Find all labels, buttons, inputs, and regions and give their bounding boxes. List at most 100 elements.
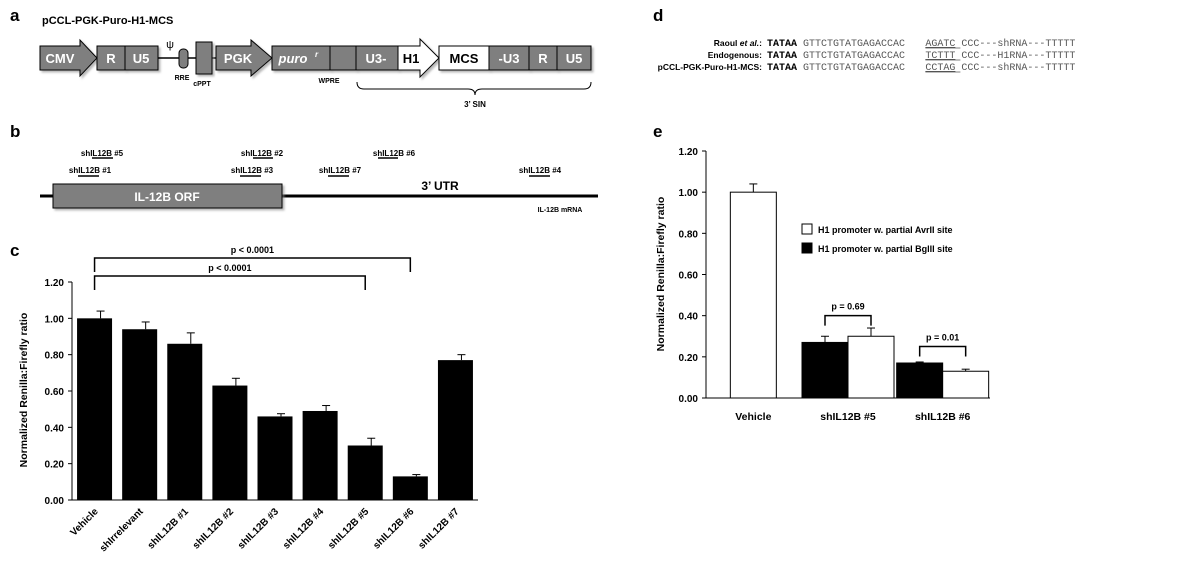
h1-arrow xyxy=(397,37,440,79)
shrna-label-2: shIL12B #2 xyxy=(241,149,284,158)
chart-c-category-label: shIL12B #4 xyxy=(281,506,326,551)
chart-c-category-label: shIL12B #1 xyxy=(146,506,191,551)
rre-label: RRE xyxy=(175,75,190,82)
rre-element xyxy=(178,48,189,69)
mrna-label: IL-12B mRNA xyxy=(538,207,583,214)
chart-e-bar xyxy=(942,370,990,399)
seq-tata-box: TATAA xyxy=(767,63,797,74)
chart-e-legend-swatch xyxy=(801,242,813,254)
chart-c-significance-bracket xyxy=(93,257,412,272)
chart-c-bar xyxy=(167,343,203,500)
chart-e-category-label: shIL12B #5 xyxy=(820,411,876,423)
chart-c-pvalue: p < 0.0001 xyxy=(231,245,274,255)
chart-c-ytick-label: 0.40 xyxy=(45,423,65,434)
cppt-element xyxy=(195,41,213,75)
h1-label: H1 xyxy=(403,51,420,66)
pgk-label: PGK xyxy=(224,51,253,66)
seq-middle: GTTCTGTATGAGACCAC xyxy=(803,63,905,74)
seq-middle: GTTCTGTATGAGACCAC xyxy=(803,51,905,62)
chart-c-bar xyxy=(347,445,383,500)
chart-c-ytick-label: 0.60 xyxy=(45,387,65,398)
chart-e-ytick-label: 0.80 xyxy=(679,229,699,240)
chart-e-category-label: shIL12B #6 xyxy=(915,411,971,423)
seq-row-label: Endogenous: xyxy=(708,50,762,60)
chart-c-category-label: shIrrelevant xyxy=(98,506,146,554)
panel-e: e Normalized Renilla:Firefly ratio 0.000… xyxy=(653,122,990,423)
seq-row-label: Raoul et al.: xyxy=(714,38,762,48)
seq-tail: CCC---H1RNA---TTTTT xyxy=(961,51,1075,62)
chart-c-category-label: Vehicle xyxy=(69,506,101,538)
chart-e-ytick-label: 0.60 xyxy=(679,271,699,282)
chart-e-ytick-label: 1.00 xyxy=(679,188,699,199)
chart-e-ytick-label: 0.40 xyxy=(679,312,699,323)
chart-c-category-label: shIL12B #2 xyxy=(191,506,236,551)
wpre-label: WPRE xyxy=(319,78,340,85)
panel-d: d Raoul et al.: TATAA GTTCTGTATGAGACCAC AGA… xyxy=(653,6,1075,74)
panel-a: a pCCL-PGK-Puro-H1-MCS CMV R U5 ψ RRE cP… xyxy=(10,6,592,109)
panel-d-letter: d xyxy=(653,6,663,25)
panel-b-letter: b xyxy=(10,122,20,141)
chart-e-bar xyxy=(729,191,777,399)
seq-tail: CCC---shRNA---TTTTT xyxy=(961,62,1075,74)
r-label-right: R xyxy=(538,51,548,66)
chart-e-pvalue: p = 0.01 xyxy=(926,333,959,343)
chart-c-ytick-label: 0.80 xyxy=(45,351,65,362)
shrna-label-3: shIL12B #3 xyxy=(231,166,274,175)
chart-c-bar xyxy=(212,385,248,500)
chart-c: 0.00 0.20 0.40 0.60 0.80 1.00 1.20 VehicleshIrr… xyxy=(45,245,478,554)
mcs-label: MCS xyxy=(450,51,479,66)
chart-e: 0.00 0.20 0.40 0.60 0.80 1.00 1.20 Vehicle shIL1… xyxy=(679,147,990,423)
utr-label: 3’ UTR xyxy=(421,179,459,193)
seq-restriction-site: TCTTT xyxy=(925,51,955,62)
chart-e-ytick-label: 0.00 xyxy=(679,394,699,405)
chart-c-bar xyxy=(77,318,113,500)
seq-restriction-site: AGATC xyxy=(925,39,955,50)
chart-e-legend-label: H1 promoter w. partial AvrII site xyxy=(818,225,953,235)
pgk-arrow xyxy=(215,38,273,78)
chart-c-ytick-label: 0.20 xyxy=(45,460,65,471)
chart-c-category-label: shIL12B #7 xyxy=(416,506,461,551)
panel-c-letter: c xyxy=(10,241,19,260)
panel-a-letter: a xyxy=(10,6,20,25)
chart-e-category-label: Vehicle xyxy=(735,411,771,423)
chart-e-legend-label: H1 promoter w. partial BglII site xyxy=(818,244,953,254)
seq-middle: GTTCTGTATGAGACCAC xyxy=(803,39,905,50)
sequence-alignment: Raoul et al.: TATAA GTTCTGTATGAGACCAC AGATC… xyxy=(658,38,1076,74)
seq-tail: CCC---shRNA---TTTTT xyxy=(961,38,1075,50)
chart-e-ytick-label: 1.20 xyxy=(679,147,699,158)
panel-c: c Normalized Renilla:Firefly ratio 0.00 0… xyxy=(10,241,478,554)
chart-e-significance-bracket xyxy=(918,345,967,357)
chart-e-ylabel: Normalized Renilla:Firefly ratio xyxy=(655,197,667,352)
u5-label-left: U5 xyxy=(133,51,150,66)
chart-e-ytick-label: 0.20 xyxy=(679,353,699,364)
cppt-label: cPPT xyxy=(193,81,211,88)
chart-c-category-label: shIL12B #3 xyxy=(236,506,281,551)
sin-brace xyxy=(356,81,592,96)
chart-c-bar xyxy=(257,416,293,500)
chart-c-bar xyxy=(437,360,473,500)
chart-c-bar xyxy=(122,329,158,500)
shrna-label-4: shIL12B #4 xyxy=(519,166,562,175)
u5-box-left xyxy=(124,45,159,71)
cmv-label: CMV xyxy=(46,51,75,66)
chart-e-bar xyxy=(896,362,944,399)
chart-e-bar xyxy=(801,341,849,399)
chart-e-significance-bracket xyxy=(824,314,872,326)
chart-c-category-label: shIL12B #5 xyxy=(326,506,371,551)
u5-box-right xyxy=(556,45,592,71)
seq-row-label: pCCL-PGK-Puro-H1-MCS: xyxy=(658,62,763,72)
u5-label-right: U5 xyxy=(566,51,583,66)
panel-b: b IL-12B ORF 3’ UTR IL-12B mRNA shIL12B … xyxy=(10,122,598,214)
wpre-box xyxy=(329,45,357,71)
chart-c-ytick-label: 1.20 xyxy=(45,278,65,289)
sin-label: 3’ SIN xyxy=(464,100,486,109)
chart-c-ylabel: Normalized Renilla:Firefly ratio xyxy=(18,313,30,468)
u3-right-box xyxy=(488,45,530,71)
puro-label: puro xyxy=(278,51,308,66)
orf-label: IL-12B ORF xyxy=(134,190,199,204)
chart-c-pvalue: p < 0.0001 xyxy=(208,263,251,273)
psi-symbol: ψ xyxy=(166,39,174,51)
chart-c-ytick-label: 0.00 xyxy=(45,496,65,507)
u3-right-label: -U3 xyxy=(499,51,520,66)
